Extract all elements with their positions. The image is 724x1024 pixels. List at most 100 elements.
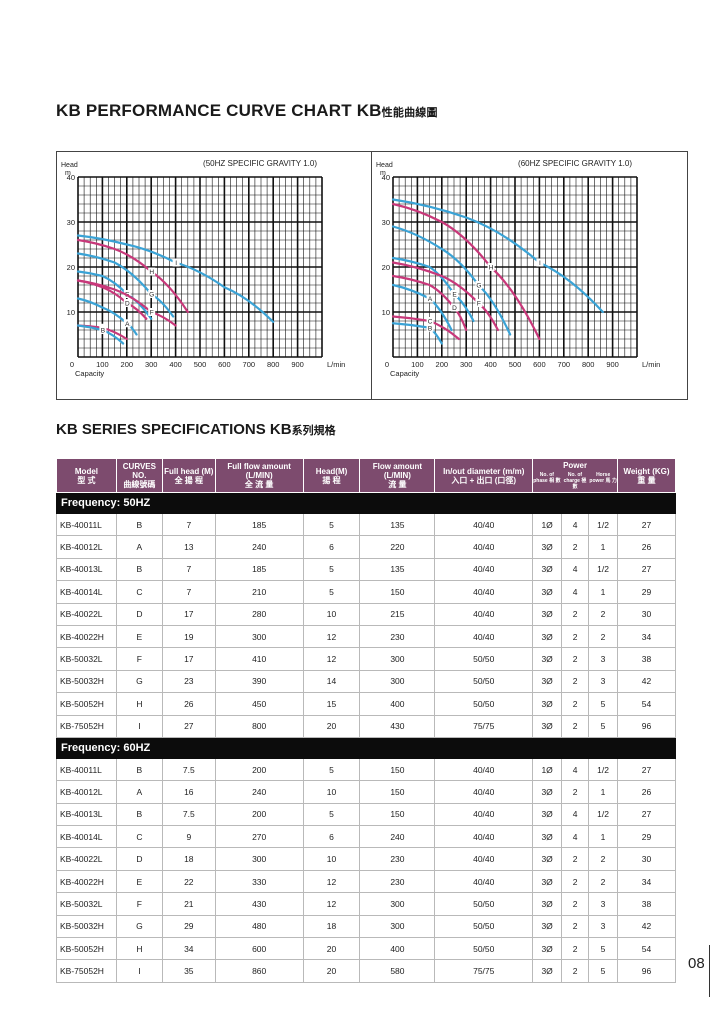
table-cell: KB-50032H [56,669,117,694]
curve-h [76,238,189,314]
table-cell: 40/40 [434,869,534,894]
table-cell: 4 [561,512,590,537]
table-row: KB-50032H G 23 390 14 300 50/50 3Ø 2 3 42 [56,669,676,694]
column-header: Flow amount (L/MIN) 流 量 [359,458,436,493]
table-cell: 1/2 [588,557,618,582]
table-cell: KB-40011L [56,512,117,537]
table-row: KB-40012L A 16 240 10 150 40/40 3Ø 2 1 26 [56,780,676,804]
y-axis-unit: m [380,170,386,177]
table-cell: 17 [161,647,216,671]
table-cell: 7 [161,557,216,582]
table-cell: 800 [214,714,304,738]
table-cell: 400 [359,937,436,961]
table-cell: 27 [617,557,676,582]
table-cell: 20 [302,937,361,961]
table-cell: 1Ø [532,757,563,782]
chart-header: (50HZ SPECIFIC GRAVITY 1.0) [203,159,317,168]
table-cell: KB-40022H [56,624,117,649]
table-cell: 2 [561,669,590,694]
x-tick-label: 700 [558,360,571,369]
frequency-label: Frequency: 60HZ [56,736,676,759]
x-tick-label: 500 [509,360,522,369]
table-cell: 6 [302,535,361,559]
column-header: Weight (KG) 重 量 [617,458,676,493]
table-cell: 230 [359,869,436,894]
table-cell: 3Ø [532,869,563,894]
table-cell: 3Ø [532,692,563,716]
page-title: KB PERFORMANCE CURVE CHART KB性能曲線圖 [56,101,438,121]
table-row: KB-40022H E 22 330 12 230 40/40 3Ø 2 2 34 [56,869,676,894]
frequency-label: Frequency: 50HZ [56,492,676,514]
table-cell: KB-50052H [56,692,117,716]
table-cell: 240 [359,825,436,849]
table-cell: 12 [302,624,361,649]
column-header-cn: 揚 程 [322,475,341,485]
y-axis-unit: m [65,170,71,177]
table-cell: C [115,580,163,604]
column-header-cn: 入口 + 出口 (口徑) [451,475,517,485]
table-cell: 50/50 [434,914,534,939]
table-cell: E [115,624,163,649]
table-cell: KB-40011L [56,757,117,782]
curve-label-g: G [149,292,154,299]
table-cell: KB-40022H [56,869,117,894]
x-tick-label: 600 [218,360,231,369]
table-cell: 16 [161,780,216,804]
curve-label-bg [148,290,156,298]
table-cell: 96 [617,714,676,738]
table-cell: 2 [588,602,618,626]
curve-label-bg [99,326,107,334]
table-cell: 2 [561,602,590,626]
table-cell: 22 [161,869,216,894]
table-cell: 240 [214,535,304,559]
table-cell: 2 [561,892,590,916]
column-header-en: Weight (KG) [623,466,670,476]
curve-label-bg [123,319,131,328]
curve-label-g: G [476,283,481,290]
x-tick-label: 900 [291,360,304,369]
column-header-cn: 曲線號碼 [123,480,156,489]
table-cell: 27 [617,512,676,537]
x-tick-label: 800 [582,360,595,369]
column-header-en: Flow amount (L/MIN) [372,462,423,480]
table-cell: 20 [302,959,361,983]
table-cell: 30 [617,602,676,626]
table-cell: 42 [617,914,676,939]
table-cell: 26 [617,780,676,804]
curve-label-d: D [125,301,130,308]
table-cell: 17 [161,602,216,626]
table-row: KB-50032H G 29 480 18 300 50/50 3Ø 2 3 42 [56,914,676,939]
table-cell: 270 [214,825,304,849]
table-cell: E [115,869,163,894]
table-cell: 2 [561,937,590,961]
table-cell: 7.5 [161,757,216,782]
table-cell: KB-40012L [56,535,117,559]
table-cell: 3Ø [532,937,563,961]
table-cell: 34 [161,937,216,961]
curve-label-bg [536,258,544,267]
table-cell: 3Ø [532,825,563,849]
curve-h [391,202,541,341]
curve-e [391,256,475,323]
table-cell: 150 [359,580,436,604]
y-tick-label: 10 [67,308,75,317]
column-header-en: Power [563,461,588,470]
curve-label-h: H [149,269,154,276]
table-cell: 1/2 [588,802,618,827]
table-cell: 7.5 [161,802,216,827]
table-row: KB-40011L B 7 185 5 135 40/40 1Ø 4 1/2 27 [56,512,676,537]
table-cell: F [115,647,163,671]
table-cell: 10 [302,780,361,804]
table-cell: 410 [214,647,304,671]
table-cell: 34 [617,869,676,894]
table-cell: 400 [359,692,436,716]
table-cell: 50/50 [434,937,534,961]
curve-g [76,252,175,318]
table-cell: KB-50052H [56,937,117,961]
table-cell: 4 [561,825,590,849]
curve-a [76,297,138,336]
curve-label-i: I [539,260,541,267]
table-row: KB-50052H H 26 450 15 400 50/50 3Ø 2 5 54 [56,692,676,716]
table-cell: 50/50 [434,669,534,694]
table-cell: 2 [588,624,618,649]
